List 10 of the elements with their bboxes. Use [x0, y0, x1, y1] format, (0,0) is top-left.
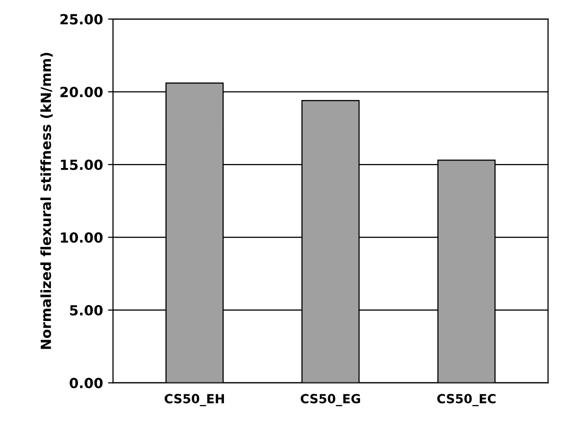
y-axis-title: Normalized flexural stiffness (kN/mm) — [40, 52, 53, 349]
y-tick-label: 15.00 — [60, 160, 103, 170]
x-tick-label: CS50_EH — [164, 394, 224, 406]
y-tick-label: 0.00 — [70, 378, 103, 388]
y-tick-label: 25.00 — [60, 14, 103, 25]
y-tick-label: 5.00 — [70, 305, 103, 316]
x-tick-label: CS50_EG — [300, 394, 360, 406]
y-tick-label: 10.00 — [60, 232, 103, 243]
x-tick-label: CS50_EC — [437, 394, 496, 406]
y-tick-label: 20.00 — [60, 86, 103, 98]
